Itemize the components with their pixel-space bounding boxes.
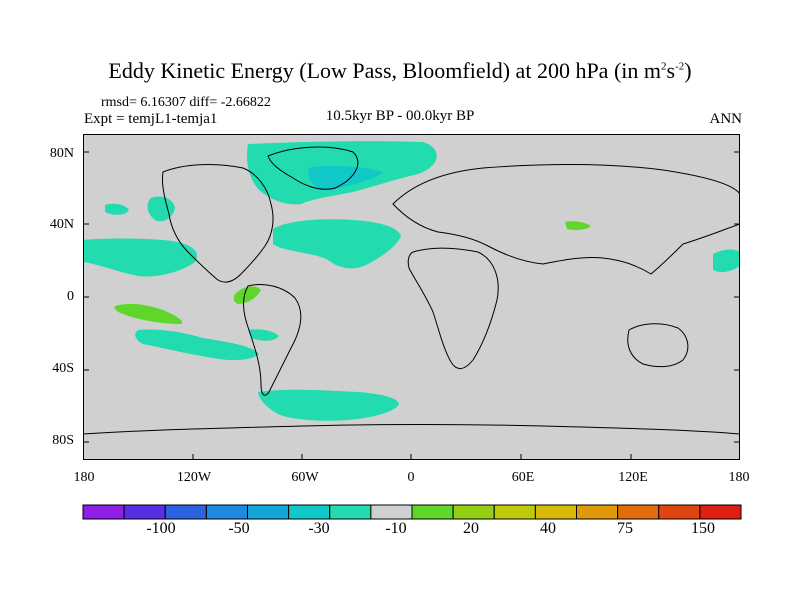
coast-south-america [243,284,302,396]
coastlines [83,146,740,435]
colorbar-label: -10 [385,520,407,537]
contour-west-pacific-negative [713,249,740,273]
contour-greenland-core [308,165,383,191]
lon-label-180e: 180 [728,470,750,485]
colorbar-swatch [247,504,290,520]
colorbar-swatch [699,504,742,520]
colorbar-swatch [493,504,536,520]
contour-regions [83,141,740,421]
colorbar-swatch [411,504,454,520]
chart-title: Eddy Kinetic Energy (Low Pass, Bloomfiel… [108,58,692,83]
map-plot [83,134,740,460]
coast-antarctica [83,424,740,435]
contour-asia-positive [565,221,591,230]
period-label: 10.5kyr BP - 00.0kyr BP [325,108,475,124]
colorbar-label: -100 [146,520,176,537]
contour-south-america-positive [233,286,261,304]
coast-africa [407,247,499,369]
lon-label-60e: 60E [511,470,535,485]
contour-north-atlantic-negative [273,219,401,269]
coast-greenland [267,146,359,190]
colorbar [82,504,742,520]
colorbar-label: 40 [540,520,556,537]
colorbar-swatch [658,504,701,520]
colorbar-swatch [164,504,207,520]
lat-label-80s: 80S [52,433,74,448]
colorbar-swatch [452,504,495,520]
colorbar-label: 150 [691,520,715,537]
lat-label-40n: 40N [49,217,74,232]
colorbar-swatch [123,504,166,520]
colorbar-label: 75 [617,520,633,537]
colorbar-label: -50 [228,520,250,537]
season-label: ANN [709,111,743,127]
contour-southern-ocean-negative [258,389,399,421]
map-background [83,134,740,460]
axis-ticks [83,151,740,460]
lon-label-180w: 180 [73,470,95,485]
stats-text: rmsd= 6.16307 diff= -2.66822 [101,95,271,110]
contour-north-pacific-small-2 [147,196,175,222]
contour-south-pacific-small [248,329,279,341]
colorbar-swatch [534,504,578,520]
colorbar-swatch [82,504,125,520]
colorbar-swatch [329,504,372,520]
contour-north-pacific-west [83,238,198,277]
colorbar-label: -30 [308,520,330,537]
lon-label-0: 0 [407,470,415,485]
contour-north-pacific-small-1 [105,203,129,215]
lon-label-120w: 120W [176,470,212,485]
contour-south-pacific-negative [135,329,259,361]
lat-label-40s: 40S [52,361,74,376]
coast-north-america [162,164,274,283]
lat-label-80n: 80N [49,146,74,161]
coast-eurasia [392,164,740,275]
colorbar-swatch [205,504,249,520]
experiment-label: Expt = temjL1-temja1 [84,111,218,127]
lon-label-60w: 60W [291,470,319,485]
lon-label-120e: 120E [618,470,648,485]
colorbar-swatch [617,504,660,520]
colorbar-swatch [288,504,331,520]
colorbar-swatch [370,504,413,520]
colorbar-swatch [576,504,619,520]
lat-label-0: 0 [67,289,74,304]
colorbar-label: 20 [463,520,479,537]
contour-east-pacific-positive [114,303,183,324]
coast-australia [627,323,689,368]
